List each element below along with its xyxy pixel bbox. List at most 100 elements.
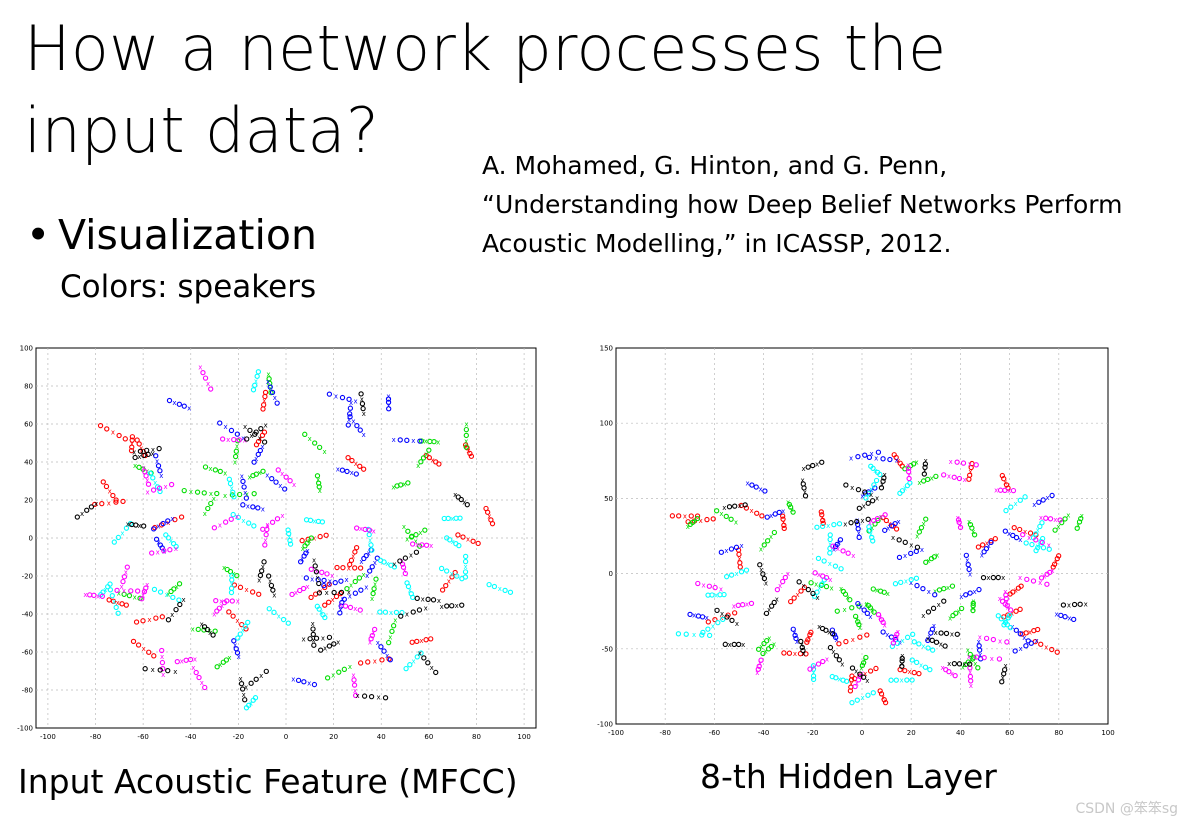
- mfcc-point: x: [312, 517, 316, 525]
- hidden-point: [950, 612, 956, 619]
- hidden-point: [714, 607, 720, 613]
- mfcc-point: x: [172, 399, 176, 407]
- hidden-point: [999, 472, 1005, 479]
- hidden-point: x: [899, 677, 903, 685]
- mfcc-point: [166, 397, 173, 404]
- hidden-point: [852, 683, 858, 690]
- hidden-point: x: [855, 680, 859, 688]
- hidden-point: [710, 516, 716, 522]
- hidden-point: x: [851, 636, 855, 644]
- mfcc-point: [257, 572, 264, 579]
- mfcc-y-tick-label: 60: [24, 421, 33, 429]
- hidden-point: [931, 554, 937, 560]
- hidden-point: x: [896, 518, 900, 526]
- hidden-point: [908, 550, 914, 557]
- hidden-point: [819, 512, 825, 518]
- hidden-point: x: [745, 601, 749, 609]
- hidden-point: [1007, 607, 1014, 613]
- mfcc-point: x: [111, 429, 115, 437]
- hidden-point: [956, 519, 962, 526]
- hidden-point: [810, 676, 817, 683]
- mfcc-point: x: [198, 364, 202, 372]
- mfcc-point: [323, 532, 329, 538]
- hidden-point: x: [883, 471, 887, 479]
- mfcc-point: x: [323, 645, 327, 653]
- hidden-point: x: [873, 467, 877, 475]
- mfcc-point: x: [372, 527, 376, 535]
- mfcc-point: x: [336, 465, 340, 473]
- hidden-point: x: [875, 495, 879, 503]
- hidden-point: x: [907, 472, 911, 480]
- hidden-point: [967, 661, 973, 667]
- mfcc-point: [196, 674, 202, 681]
- hidden-layer-scatter-plot: -100 -80 -60 -40 -20 0 20 40 60 80 100 150 100 50 0 -50…: [597, 345, 1115, 738]
- hidden-point: [1018, 583, 1024, 589]
- hidden-point: x: [749, 507, 753, 515]
- mfcc-y-tick-label: 0: [29, 535, 33, 543]
- mfcc-point: x: [223, 469, 227, 477]
- mfcc-point: [157, 667, 163, 673]
- hidden-point: x: [959, 593, 963, 601]
- hidden-point: x: [1076, 522, 1080, 530]
- mfcc-point: [414, 595, 420, 601]
- mfcc-point: x: [277, 612, 281, 620]
- hidden-point: [731, 641, 737, 648]
- mfcc-point: [193, 669, 199, 676]
- mfcc-point: x: [316, 476, 320, 484]
- mfcc-point: [259, 432, 266, 438]
- hidden-point: x: [895, 457, 899, 465]
- mfcc-point: x: [169, 537, 173, 545]
- mfcc-point: [413, 549, 420, 555]
- hidden-point: [893, 526, 900, 532]
- hidden-point: [875, 449, 882, 455]
- hidden-point: [887, 456, 893, 463]
- hidden-point: [849, 699, 855, 706]
- hidden-point: [830, 631, 836, 637]
- hidden-point: [1007, 625, 1013, 631]
- mfcc-point: x: [402, 480, 406, 488]
- mfcc-point: [213, 598, 219, 604]
- hidden-point: [902, 539, 908, 545]
- mfcc-point: [287, 537, 293, 544]
- hidden-point: x: [915, 533, 919, 541]
- hidden-point: x: [998, 637, 1002, 645]
- mfcc-point: [269, 475, 275, 482]
- mfcc-point: x: [246, 502, 250, 510]
- hidden-point: [871, 609, 877, 615]
- mfcc-point: [344, 585, 350, 592]
- mfcc-point: [369, 632, 375, 639]
- hidden-point: x: [978, 651, 982, 659]
- hidden-point: [737, 564, 743, 570]
- mfcc-point: [245, 619, 251, 626]
- mfcc-point: [210, 632, 216, 638]
- hidden-point: x: [772, 641, 776, 649]
- slide-title-line-2: input data?: [24, 94, 380, 167]
- mfcc-point: x: [141, 592, 145, 600]
- mfcc-point: [357, 463, 363, 469]
- mfcc-point: x: [96, 592, 100, 600]
- hidden-point: [906, 469, 912, 475]
- mfcc-point: x: [421, 595, 425, 603]
- mfcc-point: x: [220, 602, 224, 610]
- mfcc-point: [354, 422, 360, 429]
- mfcc-point: [366, 527, 373, 533]
- hidden-point: x: [998, 595, 1002, 603]
- mfcc-point: [242, 697, 248, 703]
- mfcc-point: x: [263, 422, 267, 430]
- hidden-point: [1078, 515, 1084, 522]
- hidden-point: x: [1053, 516, 1057, 524]
- mfcc-point: [247, 427, 253, 434]
- hidden-y-tick-label: 0: [609, 570, 613, 578]
- mfcc-point: [460, 534, 466, 540]
- hidden-point: x: [921, 642, 925, 650]
- bullet-item: • Visualization: [26, 207, 317, 263]
- hidden-point: [810, 462, 816, 469]
- hidden-point: [1017, 497, 1023, 503]
- hidden-point: x: [869, 491, 873, 499]
- mfcc-point: x: [308, 435, 312, 443]
- mfcc-point: x: [409, 552, 413, 560]
- hidden-point: x: [1047, 542, 1051, 550]
- mfcc-point: x: [402, 567, 406, 575]
- mfcc-point: [178, 514, 185, 520]
- hidden-point: [862, 452, 868, 458]
